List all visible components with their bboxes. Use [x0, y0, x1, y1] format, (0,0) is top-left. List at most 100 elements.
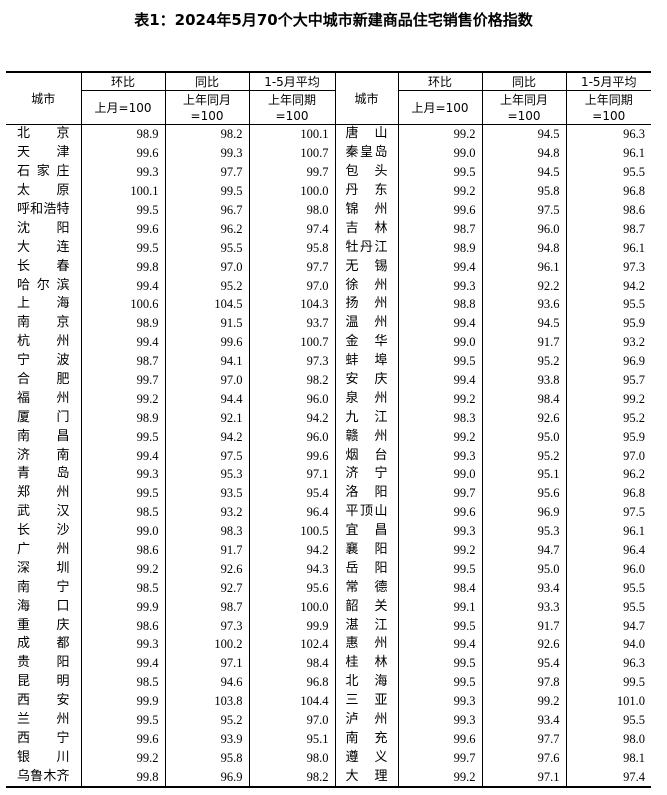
mom-value: 98.6: [81, 616, 166, 636]
mom-value: 99.5: [398, 559, 483, 579]
yoy-value: 97.0: [165, 257, 250, 277]
mom-value: 98.6: [81, 540, 166, 560]
avg-value: 96.0: [249, 427, 336, 447]
header-mom-base: 上月=100: [80, 90, 166, 125]
yoy-value: 93.6: [482, 295, 567, 314]
city-name: 福州: [6, 389, 82, 409]
yoy-value: 97.0: [165, 370, 250, 390]
yoy-value: 98.2: [165, 123, 250, 144]
mom-value: 99.5: [398, 653, 483, 673]
yoy-value: 94.2: [165, 427, 250, 447]
table-row: 青岛 99.3 95.3 97.1 济宁 99.0 95.1 96.2: [6, 465, 651, 484]
yoy-value: 97.1: [165, 653, 250, 673]
city-name: 金华: [335, 332, 399, 352]
mom-value: 99.9: [81, 691, 166, 711]
yoy-value: 94.5: [482, 313, 567, 333]
avg-value: 93.2: [623, 335, 645, 350]
avg-value: 93.7: [249, 313, 336, 333]
city-name: 南昌: [6, 427, 82, 447]
table-row: 济南 99.4 97.5 99.6 烟台 99.3 95.2 97.0: [6, 446, 651, 466]
yoy-value: 94.5: [482, 123, 567, 144]
header-city: 城市: [334, 71, 399, 125]
avg-value: 100.0: [249, 597, 336, 617]
city-name: 上海: [6, 295, 82, 314]
avg-value: 100.1: [249, 123, 336, 144]
table-row: 呼和浩特 99.5 96.7 98.0 锦州 99.6 97.5 98.6: [6, 200, 651, 220]
yoy-value: 96.2: [165, 219, 250, 239]
avg-value: 101.0: [616, 694, 645, 709]
table-row: 广州 98.6 91.7 94.2 襄阳 99.2 94.7 96.4: [6, 540, 651, 560]
table-row: 大连 99.5 95.5 95.8 牡丹江 98.9 94.8 96.1: [6, 238, 651, 258]
header-city: 城市: [6, 71, 82, 125]
avg-value: 99.2: [623, 391, 645, 406]
city-name: 贵阳: [6, 653, 82, 673]
avg-value: 98.1: [623, 750, 645, 765]
yoy-value: 92.6: [482, 635, 567, 654]
yoy-value: 96.1: [482, 257, 567, 277]
avg-value: 97.0: [623, 448, 645, 463]
yoy-value: 95.2: [482, 446, 567, 466]
city-name: 青岛: [6, 465, 82, 484]
yoy-value: 95.4: [482, 653, 567, 673]
yoy-value: 95.6: [482, 483, 567, 503]
yoy-value: 97.7: [165, 162, 250, 182]
table-row: 武汉 98.5 93.2 96.4 平顶山 99.6 96.9 97.5: [6, 502, 651, 522]
yoy-value: 96.9: [165, 767, 250, 788]
yoy-value: 95.3: [482, 521, 567, 541]
table-row: 成都 99.3 100.2 102.4 惠州 99.4 92.6 94.0: [6, 635, 651, 654]
yoy-value: 103.8: [165, 691, 250, 711]
avg-value: 104.4: [249, 691, 336, 711]
avg-value: 98.7: [623, 221, 645, 236]
yoy-value: 98.3: [165, 521, 250, 541]
city-name: 赣州: [335, 427, 399, 447]
table-row: 乌鲁木齐 99.8 96.9 98.2 大理 99.2 97.1 97.4: [6, 767, 651, 788]
table-row: 郑州 99.5 93.5 95.4 洛阳 99.7 95.6 96.8: [6, 483, 651, 503]
mom-value: 99.7: [398, 483, 483, 503]
yoy-value: 93.4: [482, 710, 567, 730]
avg-value: 95.8: [249, 238, 336, 258]
yoy-value: 104.5: [165, 295, 250, 314]
header-avg-base: 上年同期 =100: [248, 90, 336, 125]
avg-value: 100.5: [249, 521, 336, 541]
city-name: 合肥: [6, 370, 82, 390]
mom-value: 99.5: [81, 200, 166, 220]
avg-value: 97.4: [249, 219, 336, 239]
city-name: 桂林: [335, 653, 399, 673]
mom-value: 99.2: [398, 767, 483, 788]
city-name: 北京: [6, 123, 82, 144]
yoy-value: 92.1: [165, 408, 250, 428]
avg-value: 96.3: [623, 656, 645, 671]
table-row: 西安 99.9 103.8 104.4 三亚 99.3 99.2 101.0: [6, 691, 651, 711]
city-name: 泉州: [335, 389, 399, 409]
city-name: 杭州: [6, 332, 82, 352]
yoy-value: 93.9: [165, 729, 250, 749]
mom-value: 99.0: [398, 143, 483, 163]
mom-value: 99.3: [398, 710, 483, 730]
yoy-value: 91.5: [165, 313, 250, 333]
table-row: 合肥 99.7 97.0 98.2 安庆 99.4 93.8 95.7: [6, 370, 651, 390]
avg-value: 95.9: [623, 429, 645, 444]
city-name: 成都: [6, 635, 82, 654]
mom-value: 99.5: [398, 351, 483, 371]
avg-value: 98.2: [249, 370, 336, 390]
mom-value: 99.5: [81, 483, 166, 503]
yoy-value: 93.2: [165, 502, 250, 522]
city-name: 济宁: [335, 465, 399, 484]
avg-value: 95.5: [623, 165, 645, 180]
mom-value: 99.3: [81, 465, 166, 484]
avg-value: 100.7: [249, 143, 336, 163]
city-name: 乌鲁木齐: [6, 767, 82, 788]
city-name: 石家庄: [6, 162, 82, 182]
yoy-value: 96.0: [482, 219, 567, 239]
avg-value: 99.9: [249, 616, 336, 636]
city-name: 大连: [6, 238, 82, 258]
mom-value: 99.6: [81, 219, 166, 239]
city-name: 遵义: [335, 748, 399, 768]
header-mom: 环比: [80, 71, 166, 91]
mom-value: 98.7: [398, 219, 483, 239]
city-name: 南宁: [6, 578, 82, 598]
mom-value: 98.9: [81, 123, 166, 144]
yoy-value: 95.5: [165, 238, 250, 258]
city-name: 蚌埠: [335, 351, 399, 371]
avg-value: 96.8: [623, 184, 645, 199]
